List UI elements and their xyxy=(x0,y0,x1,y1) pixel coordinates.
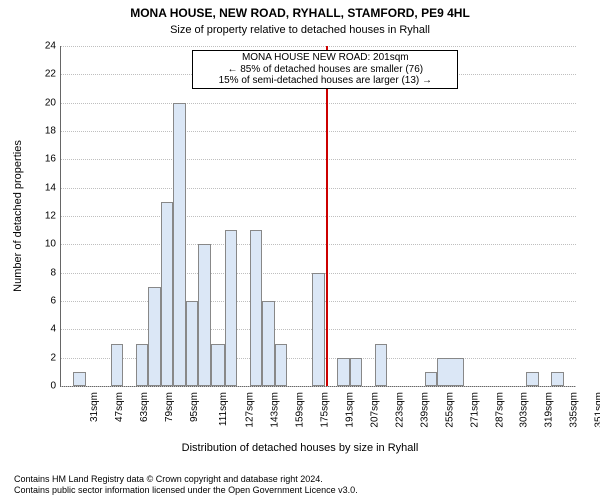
x-tick: 63sqm xyxy=(139,392,150,422)
histogram-bar xyxy=(375,344,387,387)
histogram-bar xyxy=(225,230,237,386)
histogram-bar xyxy=(136,344,148,387)
x-tick: 271sqm xyxy=(469,392,480,428)
x-tick: 191sqm xyxy=(344,392,355,428)
x-tick: 31sqm xyxy=(89,392,100,422)
gridline xyxy=(61,216,576,217)
histogram-bar xyxy=(161,202,173,386)
x-tick: 239sqm xyxy=(419,392,430,428)
plot-area xyxy=(60,46,576,387)
x-tick: 127sqm xyxy=(244,392,255,428)
chart-title: MONA HOUSE, NEW ROAD, RYHALL, STAMFORD, … xyxy=(0,6,600,20)
gridline xyxy=(61,188,576,189)
histogram-bar xyxy=(173,103,185,386)
chart-container: MONA HOUSE, NEW ROAD, RYHALL, STAMFORD, … xyxy=(0,0,600,500)
y-tick: 10 xyxy=(45,239,56,250)
histogram-bar xyxy=(262,301,274,386)
y-tick: 12 xyxy=(45,211,56,222)
histogram-bar xyxy=(437,358,464,386)
histogram-bar xyxy=(337,358,349,386)
y-tick: 2 xyxy=(50,352,56,363)
y-tick: 16 xyxy=(45,154,56,165)
x-tick: 159sqm xyxy=(294,392,305,428)
histogram-bar xyxy=(111,344,123,387)
histogram-bar xyxy=(186,301,198,386)
y-tick: 8 xyxy=(50,267,56,278)
y-tick: 0 xyxy=(50,381,56,392)
annotation-line-3: 15% of semi-detached houses are larger (… xyxy=(197,75,453,87)
chart-subtitle: Size of property relative to detached ho… xyxy=(0,24,600,36)
histogram-bar xyxy=(211,344,225,387)
y-tick: 20 xyxy=(45,97,56,108)
x-tick: 175sqm xyxy=(319,392,330,428)
footer: Contains HM Land Registry data © Crown c… xyxy=(14,474,358,496)
x-tick: 319sqm xyxy=(544,392,555,428)
histogram-bar xyxy=(198,244,210,386)
x-tick: 47sqm xyxy=(114,392,125,422)
x-tick: 79sqm xyxy=(164,392,175,422)
histogram-bar xyxy=(551,372,563,386)
gridline xyxy=(61,244,576,245)
histogram-bar xyxy=(350,358,362,386)
reference-line xyxy=(326,46,328,386)
gridline xyxy=(61,159,576,160)
histogram-bar xyxy=(312,273,324,386)
gridline xyxy=(61,46,576,47)
y-tick: 14 xyxy=(45,182,56,193)
footer-line-1: Contains HM Land Registry data © Crown c… xyxy=(14,474,358,485)
gridline xyxy=(61,386,576,387)
annotation-line-1: MONA HOUSE NEW ROAD: 201sqm xyxy=(197,52,453,64)
x-tick: 287sqm xyxy=(494,392,505,428)
x-tick: 255sqm xyxy=(444,392,455,428)
x-tick: 95sqm xyxy=(189,392,200,422)
x-axis-label: Distribution of detached houses by size … xyxy=(0,442,600,454)
histogram-bar xyxy=(275,344,287,387)
footer-line-2: Contains public sector information licen… xyxy=(14,485,358,496)
y-axis-label: Number of detached properties xyxy=(12,140,24,292)
y-tick: 4 xyxy=(50,324,56,335)
x-tick: 207sqm xyxy=(369,392,380,428)
histogram-bar xyxy=(250,230,262,386)
annotation-line-2: ← 85% of detached houses are smaller (76… xyxy=(197,64,453,76)
histogram-bar xyxy=(425,372,437,386)
x-tick: 303sqm xyxy=(519,392,530,428)
histogram-bar xyxy=(73,372,85,386)
y-tick: 18 xyxy=(45,126,56,137)
y-tick: 22 xyxy=(45,69,56,80)
x-tick: 223sqm xyxy=(394,392,405,428)
y-tick: 24 xyxy=(45,41,56,52)
y-tick: 6 xyxy=(50,296,56,307)
x-tick: 351sqm xyxy=(594,392,600,428)
gridline xyxy=(61,131,576,132)
x-tick: 335sqm xyxy=(569,392,580,428)
histogram-bar xyxy=(148,287,160,386)
x-tick: 143sqm xyxy=(269,392,280,428)
x-tick: 111sqm xyxy=(218,392,229,426)
annotation-box: MONA HOUSE NEW ROAD: 201sqm ← 85% of det… xyxy=(192,50,458,89)
histogram-bar xyxy=(526,372,538,386)
gridline xyxy=(61,103,576,104)
